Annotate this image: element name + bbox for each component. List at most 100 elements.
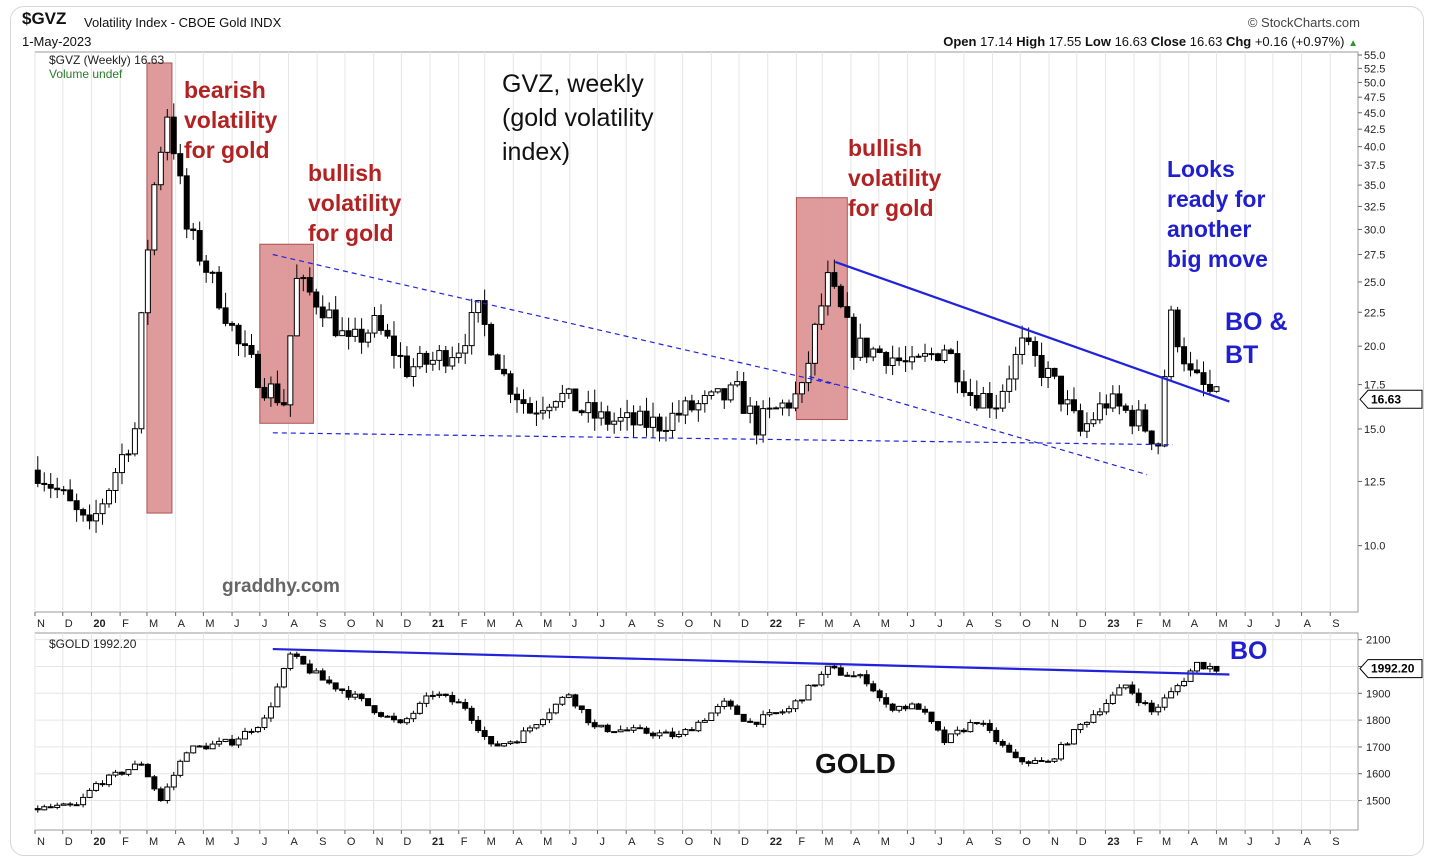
gold-y-tick-label: 1900 (1366, 688, 1390, 700)
gold-x-tick-label: M (543, 836, 552, 848)
gold-candle-body (818, 673, 825, 686)
gvz-x-tick-label: J (1275, 618, 1281, 630)
gold-candle-body (1083, 721, 1090, 725)
gold-candle-body (300, 655, 307, 665)
gold-candle-body (138, 763, 145, 766)
gold-candle-body (86, 789, 93, 798)
gvz-candle-body (1025, 337, 1032, 343)
gold-candle-body (1181, 680, 1188, 687)
gvz-candle-body (682, 400, 689, 416)
gvz-candle-body (721, 388, 728, 401)
gvz-candle-body (384, 329, 391, 337)
gold-candle-body (293, 653, 300, 657)
gold-candle-body (727, 700, 734, 707)
gvz-candle-body (248, 345, 255, 355)
close-label: Close (1150, 34, 1187, 49)
gvz-candle-body (410, 366, 417, 377)
gold-candle-body (902, 705, 909, 710)
gold-candle-body (1116, 687, 1123, 696)
low-value: 16.63 (1114, 34, 1148, 49)
gvz-candle-body (598, 411, 605, 419)
gvz-candle-body (533, 412, 540, 415)
gold-candle-body (630, 727, 637, 731)
gvz-y-tick-label: 55.0 (1364, 50, 1385, 62)
gold-x-tick-label: 21 (432, 836, 444, 848)
gvz-x-tick-label: F (122, 618, 129, 630)
gvz-candle-body (604, 411, 611, 425)
gvz-candle-body (902, 360, 909, 363)
symbol: $GVZ (22, 9, 67, 28)
gold-x-tick-label: M (487, 836, 496, 848)
gold-x-tick-label: 23 (1107, 836, 1119, 848)
gvz-candle-body (449, 357, 456, 367)
gold-candle-body (416, 702, 423, 714)
gold-candle-body (617, 729, 624, 733)
gold-candle-body (973, 722, 980, 725)
gvz-candle-body (190, 228, 197, 232)
gold-x-tick-label: O (347, 836, 356, 848)
gold-candle-body (80, 796, 87, 806)
gold-candle-body (552, 703, 559, 714)
gvz-candle-body (1168, 309, 1175, 378)
gold-candle-body (319, 670, 326, 681)
gold-candle-body (1045, 760, 1052, 763)
gold-candle-body (578, 705, 585, 711)
gvz-candle-body (242, 343, 249, 347)
gvz-candle-body (585, 402, 592, 414)
gold-candle-body (501, 743, 508, 747)
gvz-candle-body (157, 151, 164, 186)
gvz-candle-body (1070, 399, 1077, 412)
gold-candle-body (909, 703, 916, 710)
gvz-candle-body (99, 503, 106, 515)
gvz-x-tick-label: A (1304, 618, 1312, 630)
gold-candle-body (1168, 691, 1175, 699)
gold-candle-body (870, 683, 877, 692)
gvz-candle-body (669, 412, 676, 431)
gold-x-tick-label: N (376, 836, 384, 848)
gvz-x-tick-label: M (487, 618, 496, 630)
gvz-candle-body (274, 383, 281, 404)
gold-candle-body (941, 729, 948, 744)
gvz-candle-body (501, 368, 508, 375)
gold-candle-body (410, 712, 417, 720)
gold-candle-body (656, 732, 663, 737)
gvz-candle-body (1109, 393, 1116, 409)
gvz-candle-body (1116, 393, 1123, 407)
gold-candle-body (773, 712, 780, 715)
gvz-x-tick-label: 22 (770, 618, 782, 630)
gvz-candle-body (837, 285, 844, 308)
gvz-candle-body (462, 345, 469, 354)
gvz-candle-body (183, 175, 190, 230)
gvz-candle-body (967, 392, 974, 396)
gvz-candle-body (118, 454, 125, 474)
gvz-x-tick-label: M (1218, 618, 1227, 630)
gvz-candle-body (203, 260, 210, 273)
gvz-candle-body (617, 417, 624, 422)
gvz-candle-body (824, 272, 831, 307)
gold-x-tick-label: D (1079, 836, 1087, 848)
gold-candle-body (1194, 661, 1201, 672)
gvz-y-tick-label: 15.0 (1364, 424, 1385, 436)
gvz-candle-body (701, 395, 708, 405)
gvz-candle-body (1129, 409, 1136, 427)
low-label: Low (1084, 34, 1111, 49)
gvz-candle-body (1077, 410, 1084, 432)
gold-candle-body (93, 783, 100, 791)
gvz-candle-body (1051, 367, 1058, 377)
stockcharts-credit[interactable]: © StockCharts.com (1247, 15, 1360, 30)
gvz-candle-body (1064, 399, 1071, 405)
gvz-candle-body (909, 356, 916, 363)
gold-x-tick-label: S (319, 836, 326, 848)
gold-candle-body (999, 740, 1006, 746)
close-value: 16.63 (1189, 34, 1223, 49)
gold-last-value-box (1359, 659, 1423, 679)
gvz-volume-label: Volume undef (49, 67, 123, 81)
gold-x-tick-label: F (1136, 836, 1143, 848)
gvz-candle-body (267, 383, 274, 399)
gold-candle-body (740, 713, 747, 722)
gold-candle-body (805, 684, 812, 701)
gvz-candle-body (365, 332, 372, 343)
gvz-candle-body (339, 330, 346, 337)
gold-candle-body (371, 705, 378, 714)
gold-candle-body (352, 693, 359, 698)
